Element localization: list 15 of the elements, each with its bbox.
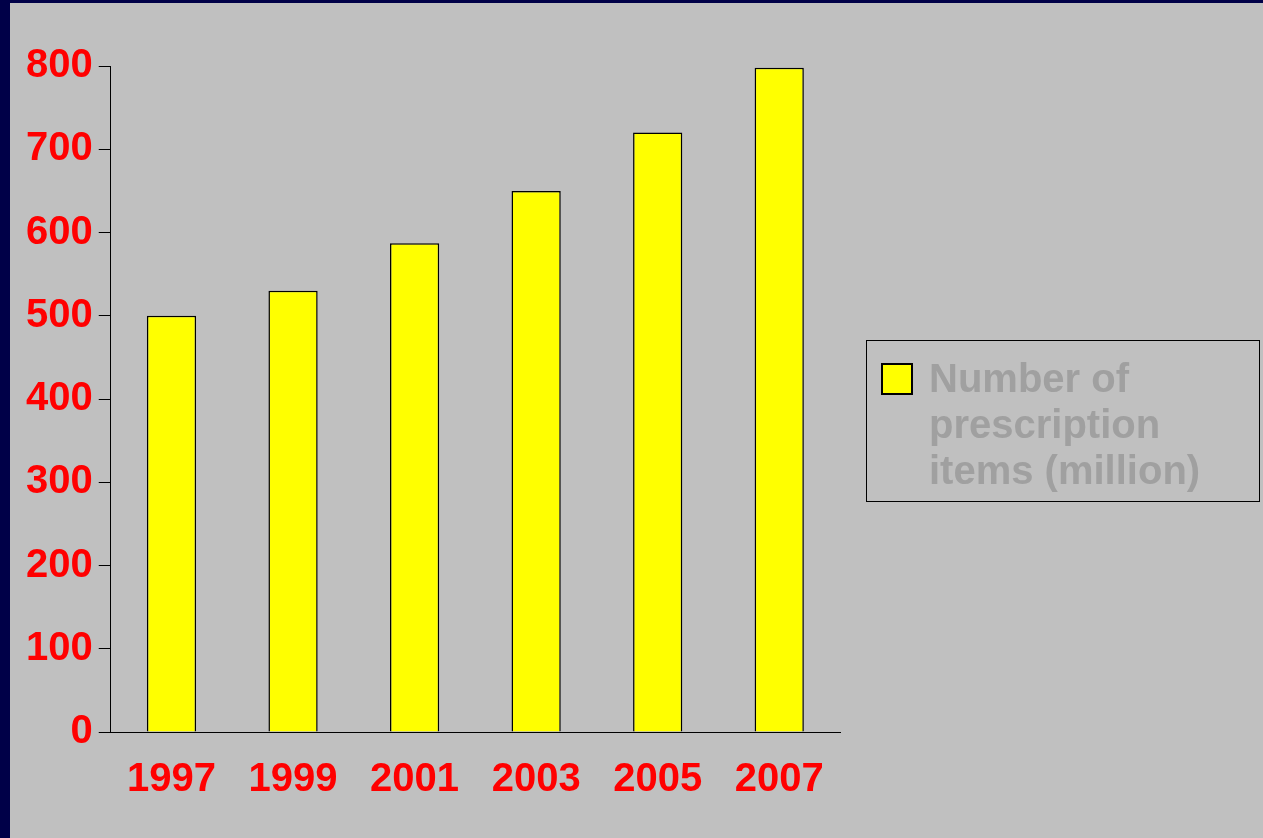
y-tick-label: 300 (25, 456, 93, 501)
y-tick-label: 700 (25, 123, 93, 168)
x-tick-label: 2003 (491, 754, 581, 799)
y-tick-label: 200 (25, 540, 93, 585)
y-tick-label: 0 (70, 706, 93, 751)
y-tick-label: 600 (25, 207, 93, 252)
x-tick-label: 1999 (248, 754, 338, 799)
x-tick-label: 1997 (127, 754, 216, 799)
x-tick-label: 2007 (734, 754, 824, 799)
y-tick-label: 500 (25, 290, 93, 335)
y-tick-label: 800 (25, 40, 93, 85)
x-tick-label: 2001 (370, 754, 460, 799)
y-tick-label: 100 (25, 623, 93, 668)
y-tick-label: 400 (25, 373, 93, 418)
x-tick-label: 2005 (613, 754, 703, 799)
